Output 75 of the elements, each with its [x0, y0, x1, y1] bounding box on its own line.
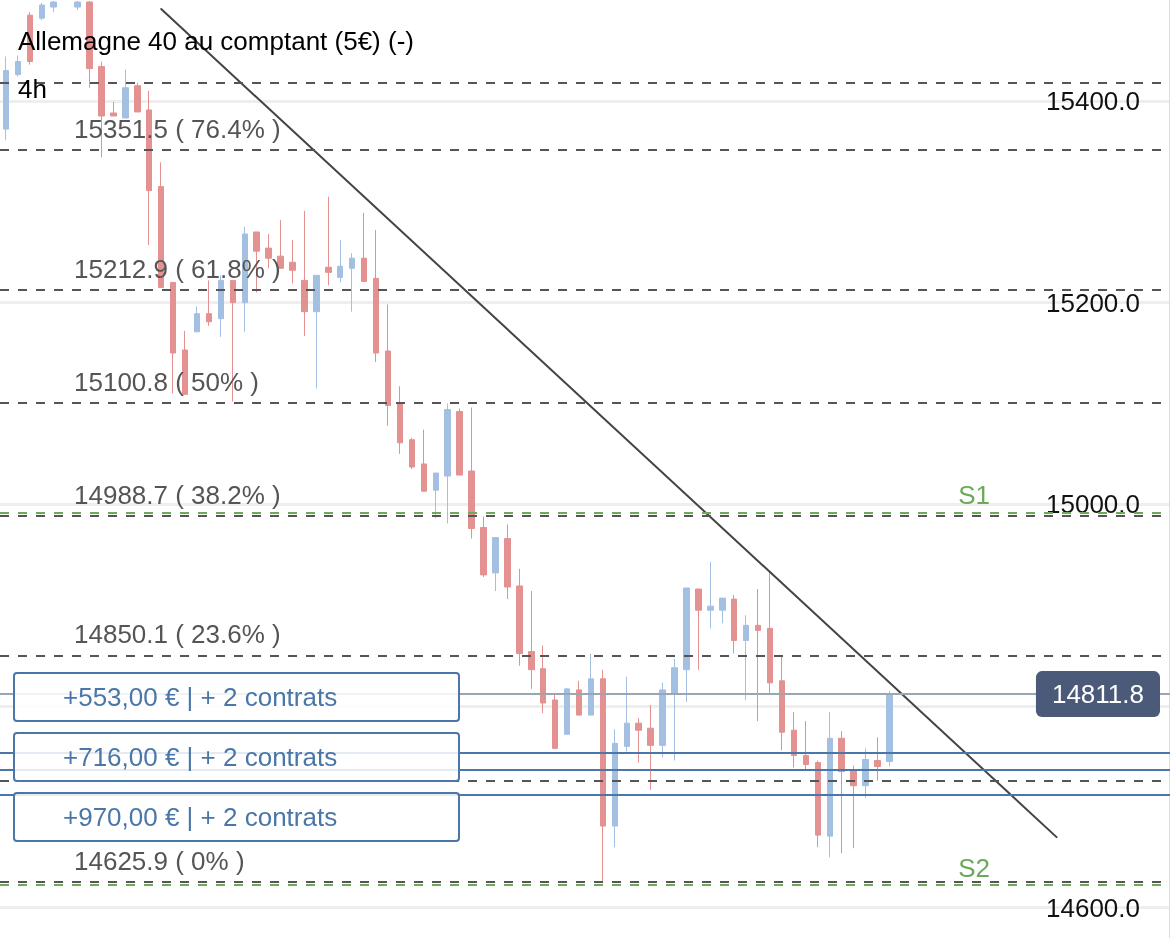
candlestick: [516, 568, 523, 667]
candlestick: [647, 704, 654, 791]
candlestick: [15, 54, 21, 78]
candlestick: [74, 0, 81, 11]
candlestick: [838, 730, 845, 854]
candlestick: [588, 653, 594, 716]
candlestick: [373, 229, 379, 363]
candlestick: [409, 437, 415, 470]
candlestick: [50, 0, 57, 13]
candlestick: [480, 515, 487, 578]
order-tag: +970,00 € | + 2 contrats: [13, 792, 460, 842]
candlestick: [444, 402, 451, 524]
candlestick: [635, 717, 642, 763]
candlestick: [803, 720, 809, 771]
candlestick: [277, 219, 284, 269]
candlestick: [206, 279, 212, 327]
candlestick: [767, 570, 773, 694]
candlestick: [659, 682, 666, 758]
order-tag: +553,00 € | + 2 contrats: [13, 672, 460, 722]
candlestick: [504, 523, 511, 600]
candlestick: [624, 676, 630, 752]
candlestick: [194, 306, 200, 333]
candlestick: [134, 82, 141, 113]
candlestick: [683, 587, 690, 703]
candlestick: [325, 196, 332, 286]
candlestick: [731, 594, 737, 655]
candlestick: [779, 656, 785, 751]
ref-line-label: 14811.8: [1051, 679, 1144, 710]
candlestick: [791, 711, 797, 769]
candlestick: [313, 274, 320, 389]
candlestick: [421, 429, 427, 492]
y-tick-label: 15400.0: [1046, 85, 1140, 116]
ref-line-label: S2: [958, 852, 990, 883]
candlestick: [110, 101, 117, 117]
candlestick: [576, 680, 582, 716]
candlestick: [122, 69, 129, 119]
ref-line-label: 14625.9 ( 0% ): [74, 845, 245, 876]
candlestick: [3, 55, 9, 141]
candlestick: [540, 645, 546, 714]
candlestick: [456, 407, 463, 476]
candlestick: [695, 588, 702, 671]
candlestick: [743, 614, 749, 701]
candlestick: [385, 304, 391, 427]
candlestick: [528, 590, 535, 690]
ref-line-label: S1: [958, 480, 990, 511]
candlestick: [265, 233, 272, 269]
ref-line-label: 14850.1 ( 23.6% ): [74, 619, 281, 650]
candlestick: [755, 588, 761, 722]
candlestick: [170, 281, 176, 394]
candlestick: [468, 406, 475, 540]
candlestick: [337, 239, 343, 283]
candlestick: [301, 210, 308, 337]
candlestick: [39, 2, 45, 21]
candlestick: [671, 658, 678, 761]
candlestick: [552, 693, 558, 749]
candlestick: [349, 252, 355, 313]
candlestick: [397, 385, 403, 455]
candlestick: [827, 711, 833, 858]
candlestick: [361, 212, 367, 282]
candlestick: [564, 687, 570, 735]
y-tick-label: 15200.0: [1046, 287, 1140, 318]
candlestick: [289, 239, 296, 284]
y-tick-label: 14600.0: [1046, 892, 1140, 923]
candlestick: [719, 597, 726, 624]
candlestick: [815, 759, 821, 848]
candlestick: [600, 669, 606, 883]
candlestick: [874, 736, 881, 782]
candlestick: [433, 472, 439, 519]
candlestick: [886, 690, 893, 768]
ref-line-label: 14988.7 ( 38.2% ): [74, 479, 281, 510]
candlestick: [612, 728, 618, 848]
candlestick: [492, 537, 499, 592]
candlestick: [707, 561, 714, 629]
y-tick-label: 15000.0: [1046, 489, 1140, 520]
order-tag: +716,00 € | + 2 contrats: [13, 732, 460, 782]
